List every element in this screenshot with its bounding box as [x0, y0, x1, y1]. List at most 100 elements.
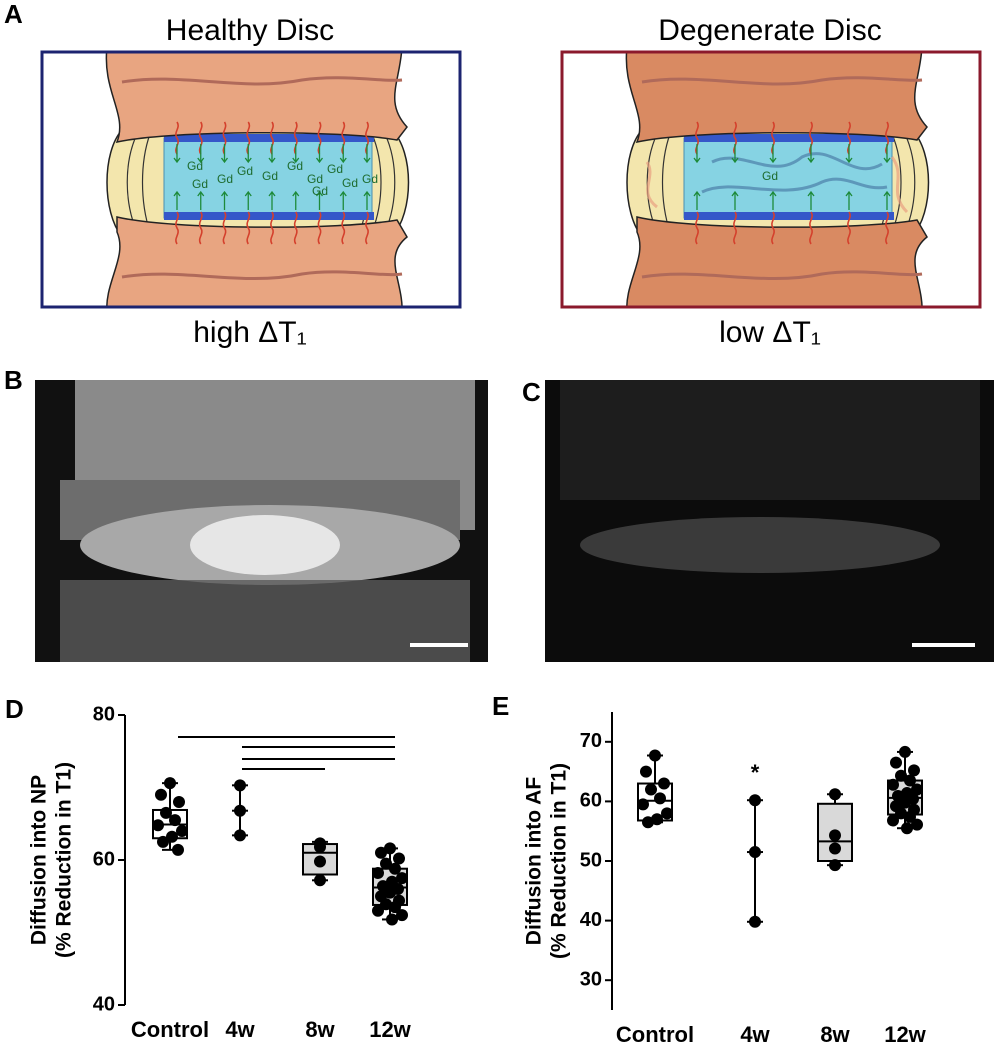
data-point [904, 810, 916, 823]
fiber [809, 211, 813, 245]
annotation: * [751, 760, 760, 785]
gd-label: Gd [187, 159, 203, 173]
fiber [847, 211, 851, 245]
panel-label: D [5, 694, 24, 724]
gd-label: Gd [287, 159, 303, 173]
fiber [809, 121, 813, 155]
data-point [640, 765, 652, 778]
arrow [769, 144, 777, 210]
y-tick-label: 60 [580, 790, 602, 812]
data-point [372, 904, 384, 917]
y-tick-label: 50 [580, 849, 602, 871]
data-point [829, 829, 841, 842]
fiber [175, 121, 179, 155]
data-point [372, 867, 384, 880]
fiber [885, 211, 889, 245]
data-point [904, 774, 916, 787]
data-point [152, 819, 164, 832]
y-tick-label: 30 [580, 968, 602, 990]
data-point [887, 814, 899, 827]
data-point [386, 913, 398, 926]
x-tick-label: 8w [305, 1017, 335, 1042]
x-tick-label: 12w [884, 1022, 926, 1047]
fiber [847, 121, 851, 155]
fiber [317, 121, 322, 155]
data-point [375, 846, 387, 859]
data-point [651, 813, 663, 826]
x-tick-label: 4w [740, 1022, 770, 1047]
arrow [883, 144, 891, 210]
data-point [661, 807, 673, 820]
fiber [733, 211, 737, 245]
data-point [749, 794, 761, 807]
arrow [197, 144, 205, 210]
x-tick-label: Control [131, 1017, 209, 1042]
gd-label: Gd [342, 176, 358, 190]
data-point [234, 779, 246, 792]
data-point [160, 806, 172, 819]
arrow [339, 144, 347, 210]
data-point [895, 807, 907, 820]
fiber [293, 211, 298, 245]
fiber [317, 211, 322, 245]
fiber [695, 211, 699, 245]
data-point [887, 778, 899, 791]
fiber [341, 121, 346, 155]
fiber [222, 121, 227, 155]
fiber [293, 121, 298, 155]
fiber [365, 211, 369, 245]
data-point [637, 798, 649, 811]
panel-title: Degenerate Disc [658, 14, 881, 47]
gd-label: Gd [362, 172, 378, 186]
fiber [695, 121, 699, 155]
arrow [173, 144, 181, 210]
arrow [268, 144, 276, 210]
y-axis-label: (% Reduction in T1) [548, 763, 571, 959]
panel-label: B [4, 365, 23, 395]
data-point [911, 818, 923, 831]
data-point [176, 825, 188, 837]
arrow [220, 144, 229, 210]
x-tick-label: 12w [369, 1017, 411, 1042]
data-point [384, 842, 396, 855]
data-point [396, 872, 408, 885]
fiber [771, 121, 775, 155]
data-point [157, 835, 169, 848]
data-point [169, 814, 181, 827]
data-point [901, 822, 913, 835]
data-point [166, 830, 178, 843]
data-point [899, 745, 911, 758]
data-point [396, 909, 408, 922]
fiber [222, 211, 227, 245]
data-point [389, 901, 401, 914]
data-point [829, 842, 841, 855]
data-point [911, 783, 923, 796]
gd-label: Gd [262, 169, 278, 183]
fiber [771, 211, 775, 245]
arrow [693, 144, 701, 210]
arrow [315, 144, 324, 210]
data-point [384, 886, 396, 899]
panel-label: C [522, 377, 541, 407]
fiber [175, 211, 179, 245]
y-axis-label: Diffusion into NP [28, 775, 51, 945]
data-point [829, 788, 841, 801]
data-point [234, 829, 246, 842]
gd-label: Gd [312, 184, 328, 198]
gd-label: Gd [217, 172, 233, 186]
x-tick-label: Control [616, 1022, 694, 1047]
data-point [155, 788, 167, 801]
arrow [807, 144, 815, 210]
arrow [292, 144, 300, 210]
panel-title: Healthy Disc [166, 14, 334, 47]
data-point [380, 898, 392, 911]
data-point [173, 796, 185, 808]
data-point [314, 855, 326, 868]
fiber [270, 121, 274, 155]
significance-bars [178, 736, 395, 770]
data-point [908, 764, 920, 777]
gd-label: Gd [327, 162, 343, 176]
y-tick-label: 40 [93, 993, 115, 1015]
arrow [845, 144, 853, 210]
fiber [270, 211, 274, 245]
